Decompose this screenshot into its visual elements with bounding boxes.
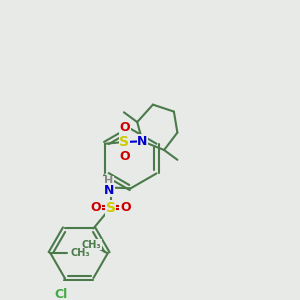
Text: O: O: [120, 201, 130, 214]
Text: CH₃: CH₃: [82, 240, 101, 250]
Text: O: O: [120, 121, 130, 134]
Text: S: S: [119, 135, 129, 149]
Text: N: N: [137, 135, 148, 148]
Text: Cl: Cl: [55, 288, 68, 300]
Text: O: O: [91, 201, 101, 214]
Text: S: S: [106, 201, 116, 215]
Text: CH₃: CH₃: [70, 248, 90, 258]
Text: H: H: [104, 176, 113, 186]
Text: N: N: [103, 184, 114, 197]
Text: O: O: [120, 150, 130, 163]
